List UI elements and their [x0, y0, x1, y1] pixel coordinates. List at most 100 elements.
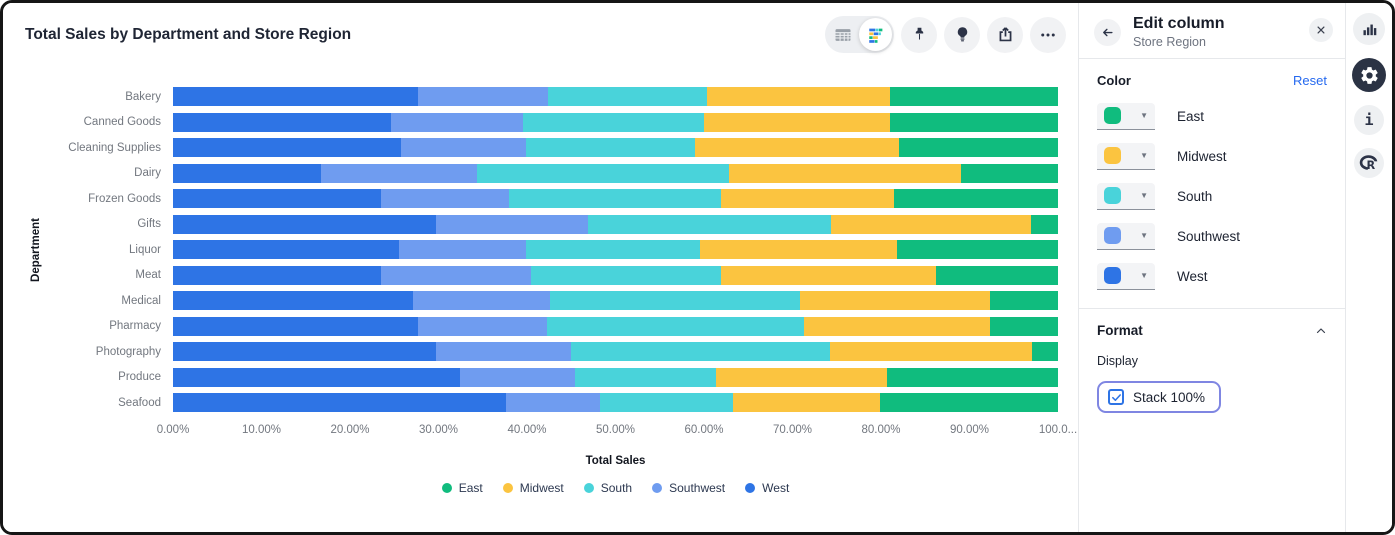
bar-segment-west[interactable]	[173, 112, 391, 132]
bar-segment-midwest[interactable]	[716, 367, 888, 387]
legend-item-southwest[interactable]: Southwest	[652, 481, 725, 495]
close-button[interactable]	[1309, 18, 1333, 42]
share-button[interactable]	[987, 16, 1023, 53]
bar-segment-south[interactable]	[600, 393, 734, 413]
legend-dot	[441, 483, 452, 493]
bar-segment-south[interactable]	[550, 291, 801, 311]
bar-segment-midwest[interactable]	[803, 316, 990, 336]
bar-segment-west[interactable]	[173, 163, 321, 183]
bar-segment-east[interactable]	[1032, 342, 1058, 362]
bar-segment-midwest[interactable]	[830, 214, 1031, 234]
table-view-button[interactable]	[827, 19, 858, 50]
bar-segment-southwest[interactable]	[380, 265, 532, 285]
pin-button[interactable]	[901, 16, 937, 53]
bar-segment-southwest[interactable]	[320, 163, 478, 183]
bar-segment-west[interactable]	[173, 189, 381, 209]
category-label: Meat	[135, 269, 161, 282]
bar-segment-east[interactable]	[989, 291, 1058, 311]
bar-segment-south[interactable]	[547, 316, 804, 336]
bar-segment-west[interactable]	[173, 138, 402, 158]
chart-toolbar	[825, 16, 1066, 53]
bar-segment-south[interactable]	[574, 367, 717, 387]
bar-segment-south[interactable]	[548, 87, 707, 107]
bar-segment-southwest[interactable]	[418, 87, 549, 107]
category-label: Cleaning Supplies	[68, 141, 161, 154]
bar-segment-west[interactable]	[173, 367, 460, 387]
bar-segment-west[interactable]	[173, 240, 399, 260]
bar-segment-south[interactable]	[522, 112, 704, 132]
color-row-east: ▼ East	[1097, 96, 1327, 136]
bar-segment-east[interactable]	[880, 393, 1058, 413]
bar-segment-southwest[interactable]	[380, 189, 510, 209]
bar-segment-west[interactable]	[173, 316, 419, 336]
bar-segment-southwest[interactable]	[418, 316, 548, 336]
bar-track	[173, 87, 1058, 107]
bar-segment-east[interactable]	[896, 240, 1058, 260]
bar-segment-midwest[interactable]	[728, 163, 961, 183]
stack-100-checkbox[interactable]	[1108, 389, 1124, 405]
settings-rail-button[interactable]	[1352, 58, 1386, 92]
bar-segment-east[interactable]	[989, 316, 1058, 336]
bar-row: Dairy	[23, 161, 1058, 187]
info-rail-button[interactable]: i	[1354, 105, 1384, 135]
bar-segment-west[interactable]	[173, 87, 419, 107]
bar-segment-midwest[interactable]	[720, 265, 936, 285]
lightbulb-button[interactable]	[944, 16, 980, 53]
legend-item-east[interactable]: East	[441, 481, 483, 495]
more-button[interactable]	[1030, 16, 1066, 53]
color-swatch-dropdown[interactable]: ▼	[1097, 222, 1155, 250]
bar-segment-midwest[interactable]	[720, 189, 895, 209]
bar-segment-west[interactable]	[173, 291, 413, 311]
bar-segment-midwest[interactable]	[695, 138, 899, 158]
bar-segment-midwest[interactable]	[700, 240, 897, 260]
format-section-header[interactable]: Format	[1097, 323, 1327, 338]
bar-segment-southwest[interactable]	[412, 291, 550, 311]
bar-segment-east[interactable]	[889, 87, 1058, 107]
bar-segment-midwest[interactable]	[703, 112, 890, 132]
reset-colors-link[interactable]: Reset	[1293, 73, 1327, 88]
bar-segment-midwest[interactable]	[733, 393, 881, 413]
legend-item-south[interactable]: South	[583, 481, 632, 495]
bar-segment-southwest[interactable]	[435, 342, 572, 362]
bar-segment-south[interactable]	[509, 189, 721, 209]
bar-segment-south[interactable]	[526, 138, 696, 158]
chart-view-button[interactable]	[859, 18, 892, 51]
color-swatch-dropdown[interactable]: ▼	[1097, 102, 1155, 130]
bar-segment-south[interactable]	[571, 342, 830, 362]
visualization-rail-button[interactable]	[1353, 13, 1385, 45]
legend-item-midwest[interactable]: Midwest	[502, 481, 564, 495]
bar-segment-east[interactable]	[889, 112, 1058, 132]
bar-segment-southwest[interactable]	[401, 138, 527, 158]
back-button[interactable]	[1094, 19, 1121, 46]
bar-segment-east[interactable]	[935, 265, 1058, 285]
bar-segment-south[interactable]	[526, 240, 701, 260]
bar-segment-east[interactable]	[887, 367, 1058, 387]
bar-segment-south[interactable]	[588, 214, 831, 234]
bar-segment-east[interactable]	[1030, 214, 1058, 234]
stack-100-toggle[interactable]: Stack 100%	[1097, 381, 1222, 413]
bar-segment-southwest[interactable]	[398, 240, 527, 260]
bar-segment-west[interactable]	[173, 265, 381, 285]
bar-segment-east[interactable]	[960, 163, 1058, 183]
bar-segment-southwest[interactable]	[459, 367, 575, 387]
bar-segment-southwest[interactable]	[505, 393, 601, 413]
bar-segment-midwest[interactable]	[829, 342, 1033, 362]
color-swatch-dropdown[interactable]: ▼	[1097, 182, 1155, 210]
bar-segment-southwest[interactable]	[435, 214, 589, 234]
bar-segment-east[interactable]	[898, 138, 1058, 158]
color-swatch-dropdown[interactable]: ▼	[1097, 142, 1155, 170]
color-swatch-dropdown[interactable]: ▼	[1097, 262, 1155, 290]
bar-segment-southwest[interactable]	[390, 112, 523, 132]
legend-item-west[interactable]: West	[745, 481, 789, 495]
bar-segment-south[interactable]	[531, 265, 721, 285]
bar-segment-midwest[interactable]	[706, 87, 890, 107]
r-rail-button[interactable]: R	[1354, 148, 1384, 178]
bar-segment-west[interactable]	[173, 393, 506, 413]
bar-segment-midwest[interactable]	[800, 291, 990, 311]
bar-segment-south[interactable]	[477, 163, 729, 183]
bar-segment-west[interactable]	[173, 342, 436, 362]
bar-row: Produce	[23, 365, 1058, 391]
category-label: Canned Goods	[83, 116, 161, 129]
bar-segment-west[interactable]	[173, 214, 436, 234]
bar-segment-east[interactable]	[894, 189, 1058, 209]
